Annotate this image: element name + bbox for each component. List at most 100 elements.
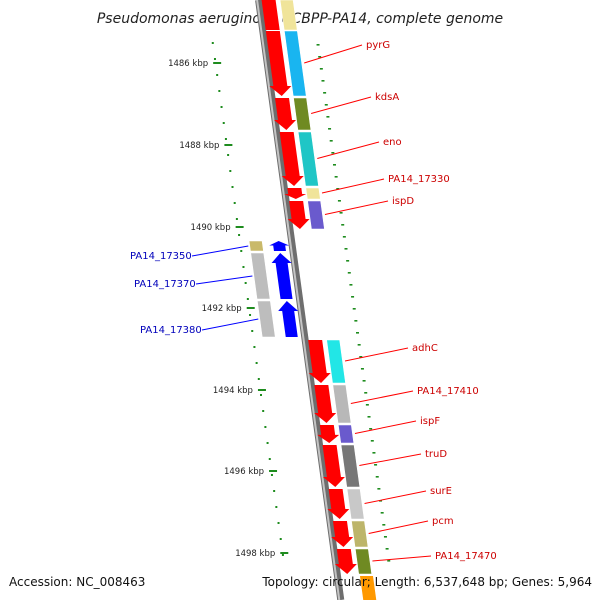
kbp-tick-label: 1488 kbp: [179, 141, 219, 151]
kbp-tick-label: 1498 kbp: [235, 549, 275, 559]
forward-cds-arrow: [279, 132, 304, 186]
ruler-dot: [238, 234, 241, 236]
ruler-dot: [216, 74, 219, 76]
ruler-dot: [233, 202, 236, 204]
guide-dash: [362, 380, 366, 382]
ruler-dot: [246, 298, 249, 300]
ruler-dot: [279, 538, 282, 540]
guide-dash: [318, 56, 322, 58]
ruler-dot: [273, 490, 276, 492]
ruler-dot: [270, 474, 273, 476]
forward-gene-bar: [283, 30, 307, 97]
forward-cds-arrow: [317, 425, 340, 443]
forward-cds-arrow: [308, 340, 331, 383]
reverse-gene-bar: [248, 240, 264, 252]
guide-dash: [370, 440, 374, 442]
guide-dash: [349, 284, 353, 286]
ruler-dot: [224, 138, 227, 140]
guide-dash: [375, 476, 379, 478]
gene-label-leader: [304, 44, 363, 64]
ruler-dot: [229, 170, 232, 172]
ruler-dot: [249, 314, 252, 316]
gene-label-leader: [191, 245, 249, 257]
gene-label-leader: [368, 520, 429, 534]
guide-dash: [336, 188, 340, 190]
guide-dash: [316, 44, 320, 46]
forward-cds-arrow: [274, 98, 297, 130]
ruler-dot: [253, 346, 256, 348]
gene-label-leader: [364, 490, 427, 504]
forward-gene-bar: [307, 200, 325, 230]
reverse-gene-bar: [256, 300, 276, 338]
gene-features: [248, 0, 377, 600]
ruler-dot: [262, 410, 265, 412]
forward-cds-arrow: [327, 489, 350, 519]
gene-label: kdsA: [375, 92, 399, 103]
backbone-line: [255, 0, 345, 600]
reverse-cds-arrow: [278, 301, 299, 337]
guide-dash: [360, 368, 364, 370]
guide-dash: [359, 356, 363, 358]
gene-label: ispF: [420, 416, 440, 427]
forward-cds-arrow: [314, 385, 337, 423]
guide-dash: [367, 416, 371, 418]
guide-dash: [379, 500, 383, 502]
forward-gene-bar: [279, 0, 298, 31]
gene-label-leader: [201, 318, 259, 331]
gene-label: PA14_17410: [417, 386, 479, 397]
forward-gene-bar: [297, 131, 319, 187]
forward-gene-bar: [354, 548, 373, 575]
guide-dash: [374, 464, 378, 466]
gene-label-leader: [350, 390, 414, 404]
guide-dash: [344, 248, 348, 250]
kbp-tick-label: 1486 kbp: [168, 59, 208, 69]
guide-dash: [329, 140, 333, 142]
ruler-dot: [222, 122, 225, 124]
genome-backbone: [255, 0, 345, 600]
gene-label-leader: [372, 555, 432, 562]
gene-label-leader: [310, 96, 372, 114]
forward-cds-arrow: [334, 549, 357, 574]
forward-gene-bar: [359, 576, 377, 600]
gene-label: surE: [430, 486, 452, 497]
gene-labels: pyrG kdsA eno PA14_17330 ispD adhC PA14_17410i…: [130, 40, 497, 562]
guide-dash: [354, 320, 358, 322]
kbp-tick-label: 1494 kbp: [213, 386, 253, 396]
ruler-dot: [268, 458, 271, 460]
guide-dash: [346, 260, 350, 262]
gene-label-leader: [359, 453, 422, 466]
forward-cds-arrow: [261, 0, 280, 30]
guide-dash: [331, 152, 335, 154]
ruler-dot: [227, 154, 230, 156]
ruler-dot: [264, 426, 267, 428]
gene-label-leader: [344, 347, 409, 362]
gene-label: PA14_17370: [134, 279, 196, 290]
forward-gene-bar: [326, 339, 346, 384]
guide-dash: [365, 404, 369, 406]
guide-dash: [337, 200, 341, 202]
forward-gene-bar: [332, 384, 352, 424]
gene-label: eno: [383, 137, 402, 148]
forward-gene-bar: [351, 520, 369, 548]
ruler-dot: [255, 362, 258, 364]
gene-label-leader: [321, 178, 385, 194]
backbone-highlight: [256, 0, 341, 600]
forward-gene-bar: [305, 187, 321, 200]
forward-cds-arrow: [265, 31, 292, 96]
ruler-dot: [213, 58, 216, 60]
ruler-dot: [220, 106, 223, 108]
guide-dash: [321, 80, 325, 82]
ruler-dot: [266, 442, 269, 444]
reverse-cds-arrow: [269, 241, 290, 251]
gene-label: adhC: [412, 343, 438, 354]
gene-label-leader: [195, 275, 253, 285]
guide-dash: [347, 272, 351, 274]
forward-gene-bar: [346, 488, 365, 520]
guide-dash: [382, 524, 386, 526]
forward-gene-bar: [293, 97, 312, 131]
ruler-dot: [277, 522, 280, 524]
ruler-dot: [281, 554, 284, 556]
ruler-dot: [218, 90, 221, 92]
guide-dash: [356, 332, 360, 334]
kbp-tick-label: 1492 kbp: [202, 304, 242, 314]
